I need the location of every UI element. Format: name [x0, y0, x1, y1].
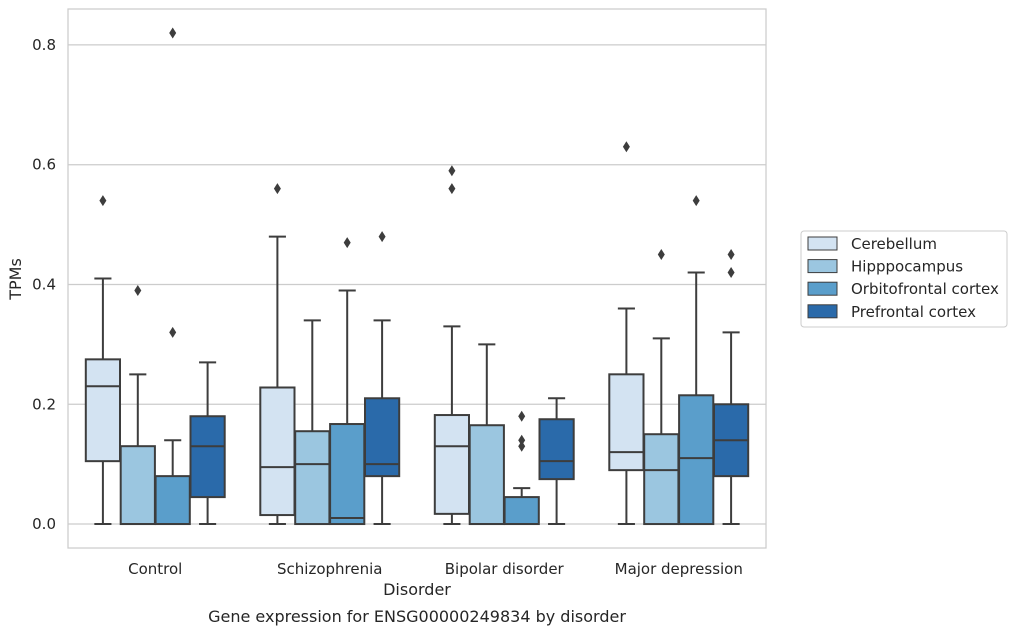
y-axis-ticks: 0.0 0.2 0.4 0.6 0.8 — [32, 36, 56, 533]
box — [84, 358, 122, 463]
x-tick-label: Control — [128, 560, 182, 578]
legend-frame — [800, 230, 1008, 328]
box-group — [712, 249, 750, 526]
outlier-point — [657, 249, 665, 261]
outlier-point — [448, 183, 456, 195]
outlier-point — [378, 231, 386, 243]
outlier-point — [692, 195, 700, 207]
outlier-point — [622, 141, 630, 153]
box — [259, 386, 296, 517]
box-group — [468, 343, 505, 526]
box-group — [154, 27, 191, 526]
outlier-point — [727, 267, 735, 279]
box-group — [363, 231, 401, 526]
outlier-point — [273, 183, 281, 195]
legend-swatch — [807, 236, 838, 251]
outlier-point — [169, 27, 177, 39]
box — [468, 424, 505, 526]
x-tick-label: Bipolar disorder — [445, 560, 565, 578]
y-tick-label: 0.4 — [32, 275, 56, 293]
y-tick-label: 0.2 — [32, 395, 56, 413]
box — [503, 496, 540, 526]
outlier-point — [518, 440, 526, 452]
box — [154, 475, 191, 526]
box-group — [643, 249, 680, 526]
legend-swatch — [807, 304, 838, 319]
y-axis-label: TPMs — [6, 258, 25, 301]
plot-area-frame — [67, 8, 767, 549]
outlier-point — [134, 284, 142, 296]
outlier-point — [343, 237, 351, 249]
box-series — [84, 27, 750, 526]
x-tick-label: Schizophrenia — [277, 560, 382, 578]
legend-label: Cerebellum — [851, 235, 937, 253]
legend: Cerebellum Hipppocampus Orbitofrontal cort… — [800, 230, 1008, 328]
box — [294, 430, 331, 526]
legend-label: Orbitofrontal cortex — [851, 280, 999, 298]
box-group — [433, 165, 471, 526]
outlier-point — [448, 165, 456, 177]
box-group — [503, 410, 540, 526]
box — [189, 415, 226, 499]
box-group — [678, 195, 715, 526]
box — [433, 414, 471, 515]
box-group — [608, 141, 645, 526]
box — [538, 418, 575, 481]
y-tick-label: 0.6 — [32, 156, 56, 174]
box — [643, 433, 680, 526]
outlier-point — [727, 249, 735, 261]
x-tick-label: Major depression — [615, 560, 743, 578]
y-tick-label: 0.0 — [32, 515, 56, 533]
legend-swatch — [807, 259, 838, 274]
y-tick-label: 0.8 — [32, 36, 56, 54]
outlier-point — [99, 195, 107, 207]
legend-label: Hipppocampus — [851, 258, 963, 276]
x-axis-ticks: Control Schizophrenia Bipolar disorder Majo… — [128, 560, 743, 578]
box-group — [259, 183, 296, 526]
box — [608, 373, 645, 472]
box-group — [538, 397, 575, 526]
outlier-point — [518, 410, 526, 422]
outlier-point — [169, 326, 177, 338]
box-group — [84, 195, 122, 526]
legend-label: Prefrontal cortex — [851, 303, 976, 321]
box — [119, 445, 156, 526]
box — [329, 423, 366, 526]
box — [678, 394, 715, 526]
outlier-point — [518, 434, 526, 446]
x-axis-label: Disorder — [383, 580, 451, 599]
chart-caption: Gene expression for ENSG00000249834 by d… — [208, 607, 626, 626]
legend-swatch — [807, 281, 838, 296]
box-group — [189, 361, 226, 526]
